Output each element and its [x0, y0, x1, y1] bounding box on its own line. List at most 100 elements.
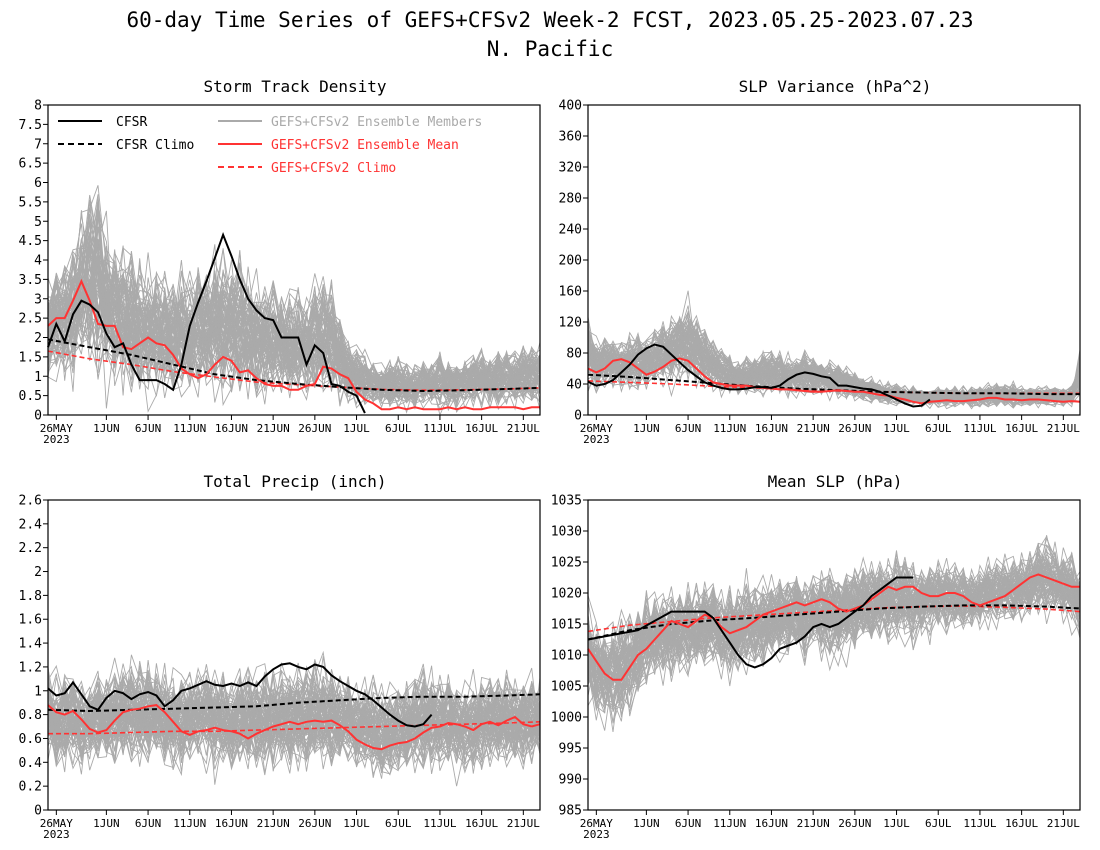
- y-tick-label: 995: [559, 742, 582, 757]
- ensemble-member-line: [47, 662, 541, 762]
- ensemble-member-line: [47, 246, 541, 409]
- x-tick-label: 11JUL: [963, 817, 996, 830]
- x-tick-label: 1JUL: [343, 422, 370, 435]
- x-tick-label: 1JUN: [633, 422, 660, 435]
- cfsr-climo-line: [587, 604, 1081, 641]
- x-tick-label: 11JUL: [423, 422, 456, 435]
- ensemble-member-line: [587, 325, 1081, 404]
- cfsr-climo-line: [47, 338, 541, 393]
- plot-slp-variance: 0 40 80 120 160 200 240 280 320 360 400 26MAY 1JUN 6J…: [559, 99, 1081, 446]
- y-tick-label: 5.5: [19, 195, 42, 210]
- ensemble-members: [47, 185, 541, 417]
- y-tick-label: 1015: [551, 618, 582, 633]
- x-tick-label: 26MAY: [40, 817, 73, 830]
- legend-label-fcst-climo: GEFS+CFSv2 Climo: [271, 161, 396, 176]
- x-tick-label: 16JUL: [465, 817, 498, 830]
- x-year-label: 2023: [43, 828, 70, 841]
- y-tick-label: 1.5: [19, 350, 42, 365]
- x-year-label: 2023: [583, 433, 610, 446]
- x-year-label: 2023: [583, 828, 610, 841]
- cfsr-line: [587, 343, 931, 408]
- x-tick-label: 6JUL: [385, 422, 412, 435]
- y-tick-label: 240: [559, 223, 582, 238]
- x-tick-label: 21JUL: [1047, 422, 1080, 435]
- x-tick-label: 6JUN: [675, 422, 702, 435]
- x-tick-label: 6JUN: [135, 422, 162, 435]
- panel-slp-variance: SLP Variance (hPa^2) 0 40 80 120 160 200 240 28…: [559, 77, 1081, 446]
- ensemble-member-line: [47, 239, 541, 406]
- ensemble-member-line: [587, 315, 1081, 404]
- legend-label-cfsr-climo: CFSR Climo: [116, 138, 194, 153]
- y-tick-label: 2.2: [19, 541, 42, 556]
- y-tick-label: 1.8: [19, 589, 42, 604]
- y-tick-label: 990: [559, 773, 582, 788]
- panel-title-mean-slp: Mean SLP (hPa): [768, 472, 903, 491]
- x-tick-label: 1JUN: [93, 422, 120, 435]
- y-tick-label: 0.8: [19, 708, 42, 723]
- y-tick-label: 0: [34, 804, 42, 819]
- y-tick-label: 1.6: [19, 613, 42, 628]
- x-tick-label: 6JUN: [675, 817, 702, 830]
- x-tick-label: 21JUN: [797, 422, 830, 435]
- x-tick-label: 6JUL: [925, 422, 952, 435]
- x-tick-label: 6JUL: [385, 817, 412, 830]
- y-tick-label: 2.4: [19, 517, 43, 532]
- y-tick-label: 280: [559, 192, 582, 207]
- x-tick-label: 11JUL: [963, 422, 996, 435]
- x-tick-label: 16JUN: [215, 422, 248, 435]
- x-tick-label: 26MAY: [40, 422, 73, 435]
- x-tick-label: 16JUN: [755, 817, 788, 830]
- ensemble-mean-line: [47, 278, 540, 411]
- x-tick-label: 16JUL: [465, 422, 498, 435]
- x-tick-label: 16JUL: [1005, 422, 1038, 435]
- y-tick-label: 1: [34, 370, 42, 385]
- y-tick-label: 2.5: [19, 312, 42, 327]
- ensemble-member-line: [587, 556, 1081, 710]
- panel-mean-slp: Mean SLP (hPa) 985 990 995 1000 1005 1010 1015…: [551, 472, 1081, 841]
- y-tick-label: 40: [566, 378, 582, 393]
- y-tick-label: 985: [559, 804, 582, 819]
- plot-total-precip: 0 0.2 0.4 0.6 0.8 1 1.2 1.4 1.6 1.8 2 2.2 2.4 2.6 26MA…: [19, 494, 541, 841]
- legend-label-members: GEFS+CFSv2 Ensemble Members: [271, 115, 482, 130]
- x-tick-label: 1JUN: [93, 817, 120, 830]
- y-tick-label: 2.6: [19, 494, 42, 509]
- plot-storm-track-density: 0 0.5 1 1.5 2 2.5 3 3.5 4 4.5 5 5.5 6 6.5 7 7.5 8 26MAY 1J…: [19, 99, 541, 446]
- x-tick-label: 21JUL: [507, 422, 540, 435]
- x-tick-label: 26JUN: [298, 817, 331, 830]
- legend-label-mean: GEFS+CFSv2 Ensemble Mean: [271, 138, 459, 153]
- plot-frame: [47, 499, 541, 811]
- y-tick-label: 3.5: [19, 273, 42, 288]
- fcst-climo-line: [48, 721, 541, 735]
- y-tick-label: 1020: [551, 587, 582, 602]
- y-tick-label: 0: [34, 409, 42, 424]
- panel-total-precip: Total Precip (inch) 0 0.2 0.4 0.6 0.8 1 1.2 1.4…: [19, 472, 541, 841]
- x-tick-label: 11JUL: [423, 817, 456, 830]
- x-tick-label: 6JUN: [135, 817, 162, 830]
- ensemble-member-line: [47, 245, 541, 399]
- y-tick-label: 3: [34, 292, 42, 307]
- x-tick-label: 11JUN: [713, 817, 746, 830]
- y-tick-label: 4.5: [19, 234, 42, 249]
- x-tick-label: 6JUL: [925, 817, 952, 830]
- ensemble-member-line: [47, 671, 541, 765]
- cfsr-line: [587, 576, 914, 669]
- ensemble-member-line: [587, 568, 1081, 699]
- cfsr-line: [47, 662, 433, 728]
- y-tick-label: 160: [559, 285, 582, 300]
- y-tick-label: 200: [559, 254, 582, 269]
- ensemble-member-line: [47, 264, 541, 405]
- y-tick-label: 1: [34, 684, 42, 699]
- y-tick-label: 5: [34, 215, 42, 230]
- y-tick-label: 7: [34, 137, 42, 152]
- y-tick-label: 1.4: [19, 637, 43, 652]
- plot-mean-slp: 985 990 995 1000 1005 1010 1015 1020 1025 1030 103…: [551, 494, 1081, 841]
- x-tick-label: 11JUN: [713, 422, 746, 435]
- x-tick-label: 1JUL: [343, 817, 370, 830]
- ensemble-member-line: [587, 551, 1081, 706]
- y-tick-label: 8: [34, 99, 42, 114]
- y-tick-label: 6: [34, 176, 42, 191]
- x-tick-label: 26JUN: [838, 422, 871, 435]
- x-tick-label: 1JUL: [883, 817, 910, 830]
- y-tick-label: 0: [574, 409, 582, 424]
